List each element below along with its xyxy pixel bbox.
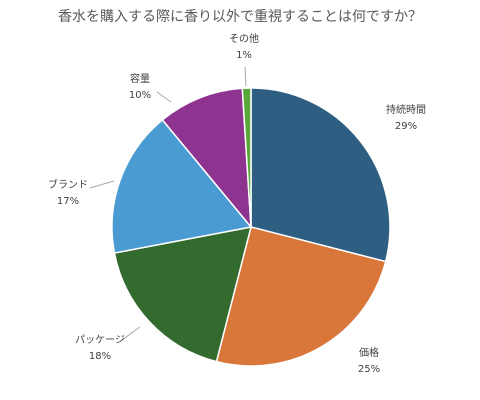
leader-line-5 <box>156 91 172 103</box>
slice-label-3: パッケージ <box>75 334 125 346</box>
leader-line-3 <box>121 326 141 341</box>
slice-percent-2: 25% <box>358 364 380 375</box>
slice-label-6: その他 <box>229 32 259 45</box>
pie-slice-3 <box>113 226 253 363</box>
pie-slice-4 <box>111 118 253 254</box>
slice-label-2: 価格 <box>359 346 379 359</box>
pie-slices <box>111 87 391 367</box>
leader-line-6 <box>244 66 247 87</box>
slice-percent-6: 1% <box>236 50 252 61</box>
slice-percent-3: 18% <box>89 351 111 362</box>
slice-label-5: 容量 <box>130 72 150 85</box>
label-leaders <box>89 66 247 341</box>
slice-label-4: ブランド <box>48 178 88 191</box>
pie-slice-1 <box>250 87 391 263</box>
slice-labels: 持続時間 29% 価格 25% パッケージ 18% ブランド 17% 容量 10% その他 1% <box>48 32 426 375</box>
pie-slice-5 <box>161 87 252 230</box>
leader-line-4 <box>89 180 115 189</box>
chart-title: 香水を購入する際に香り以外で重視することは何ですか？ <box>58 9 422 25</box>
slice-label-1: 持続時間 <box>386 103 426 116</box>
pie-slice-2 <box>215 226 387 367</box>
pie-slice-6 <box>241 87 252 228</box>
slice-percent-4: 17% <box>57 196 79 207</box>
slice-percent-1: 29% <box>395 121 417 132</box>
slice-percent-5: 10% <box>129 90 151 101</box>
